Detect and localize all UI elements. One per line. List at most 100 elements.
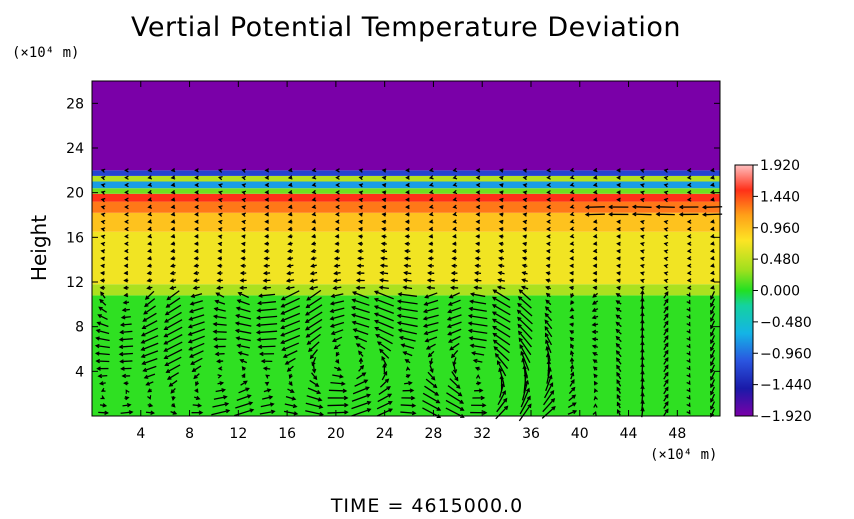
wind-arrow bbox=[217, 190, 223, 195]
wind-arrow bbox=[522, 190, 528, 195]
wind-arrow bbox=[147, 197, 153, 202]
wind-arrow bbox=[100, 271, 105, 276]
wind-arrow bbox=[428, 248, 434, 254]
wind-arrow bbox=[686, 292, 691, 298]
wind-arrow bbox=[467, 321, 488, 327]
wind-arrow bbox=[567, 410, 578, 415]
wind-arrow bbox=[241, 197, 247, 203]
wind-arrow bbox=[262, 270, 271, 276]
wind-arrow bbox=[616, 364, 622, 372]
wind-arrow bbox=[545, 249, 551, 254]
wind-arrow bbox=[310, 241, 317, 246]
wind-arrow bbox=[569, 241, 575, 246]
wind-arrow bbox=[498, 249, 504, 254]
wind-arrow bbox=[709, 263, 715, 268]
wind-arrow bbox=[263, 388, 272, 393]
wind-arrow bbox=[472, 358, 483, 364]
wind-arrow bbox=[163, 348, 183, 360]
wind-arrow bbox=[264, 219, 269, 224]
wind-arrow bbox=[358, 364, 365, 372]
wind-arrow bbox=[239, 278, 247, 283]
wind-arrow bbox=[381, 370, 388, 381]
wind-arrow bbox=[701, 205, 723, 210]
wind-arrow bbox=[663, 264, 669, 269]
wind-arrow bbox=[467, 328, 488, 334]
wind-arrow bbox=[381, 197, 387, 203]
wind-arrow bbox=[475, 204, 481, 210]
wind-arrow bbox=[287, 212, 293, 217]
wind-arrow bbox=[124, 212, 129, 217]
wind-arrow bbox=[686, 190, 692, 195]
wind-arrow bbox=[264, 381, 270, 386]
wind-arrow bbox=[125, 389, 130, 394]
wind-arrow bbox=[522, 212, 528, 217]
wind-arrow bbox=[284, 403, 298, 409]
wind-arrow bbox=[472, 395, 486, 401]
wind-arrow bbox=[193, 395, 201, 401]
wind-arrow bbox=[592, 234, 598, 239]
wind-arrow bbox=[452, 364, 458, 374]
wind-arrow bbox=[452, 189, 458, 195]
wind-arrow bbox=[169, 270, 176, 276]
y-tick-label: 12 bbox=[66, 275, 84, 291]
wind-arrow bbox=[520, 285, 529, 290]
wind-arrow bbox=[474, 366, 481, 371]
wind-arrow bbox=[281, 342, 300, 351]
wind-arrow bbox=[584, 212, 605, 217]
wind-arrow bbox=[496, 397, 508, 413]
wind-arrow bbox=[710, 371, 716, 381]
wind-arrow bbox=[639, 271, 645, 276]
wind-arrow bbox=[309, 285, 318, 291]
wind-arrow bbox=[164, 311, 182, 323]
wind-arrow bbox=[569, 314, 574, 320]
wind-arrow bbox=[640, 399, 645, 410]
wind-arrow bbox=[569, 197, 575, 202]
wind-arrow bbox=[193, 270, 200, 276]
x-tick-label: 8 bbox=[185, 426, 194, 442]
wind-arrow bbox=[686, 395, 691, 400]
wind-arrow bbox=[663, 249, 669, 254]
wind-arrow bbox=[522, 168, 528, 173]
wind-arrow bbox=[217, 241, 223, 247]
wind-arrow bbox=[678, 212, 699, 217]
wind-arrow bbox=[402, 278, 412, 283]
heatmap-band bbox=[92, 81, 720, 171]
wind-arrow bbox=[686, 336, 691, 342]
wind-arrow bbox=[380, 241, 387, 247]
wind-arrow bbox=[287, 388, 295, 393]
wind-arrow bbox=[615, 314, 622, 320]
wind-arrow bbox=[402, 351, 413, 357]
wind-arrow bbox=[263, 241, 270, 246]
wind-arrow bbox=[568, 285, 574, 291]
wind-arrow bbox=[265, 374, 270, 379]
wind-arrow bbox=[351, 408, 372, 417]
wind-arrow bbox=[121, 373, 131, 379]
heatmap-band bbox=[92, 170, 720, 176]
wind-arrow bbox=[311, 372, 318, 381]
wind-arrow bbox=[259, 409, 276, 415]
wind-arrow bbox=[522, 197, 528, 203]
wind-arrow bbox=[170, 204, 176, 210]
wind-arrow bbox=[709, 248, 715, 254]
wind-arrow bbox=[570, 371, 575, 380]
wind-arrow bbox=[400, 343, 415, 350]
wind-arrow bbox=[686, 307, 691, 312]
wind-arrow bbox=[287, 248, 293, 254]
wind-arrow bbox=[428, 234, 434, 239]
wind-arrow bbox=[663, 291, 669, 299]
colorbar-label: −0.960 bbox=[760, 346, 812, 362]
wind-arrow bbox=[474, 270, 482, 276]
wind-arrow bbox=[193, 241, 199, 246]
wind-arrow bbox=[516, 309, 533, 325]
wind-arrow bbox=[475, 182, 481, 188]
wind-arrow bbox=[287, 226, 293, 232]
wind-arrow bbox=[686, 256, 692, 261]
wind-arrow bbox=[569, 278, 574, 283]
wind-arrow bbox=[358, 183, 364, 188]
wind-arrow bbox=[257, 300, 276, 306]
wind-arrow bbox=[309, 271, 318, 276]
wind-arrow bbox=[546, 190, 551, 195]
wind-arrow bbox=[190, 357, 203, 365]
wind-arrow bbox=[663, 241, 669, 247]
